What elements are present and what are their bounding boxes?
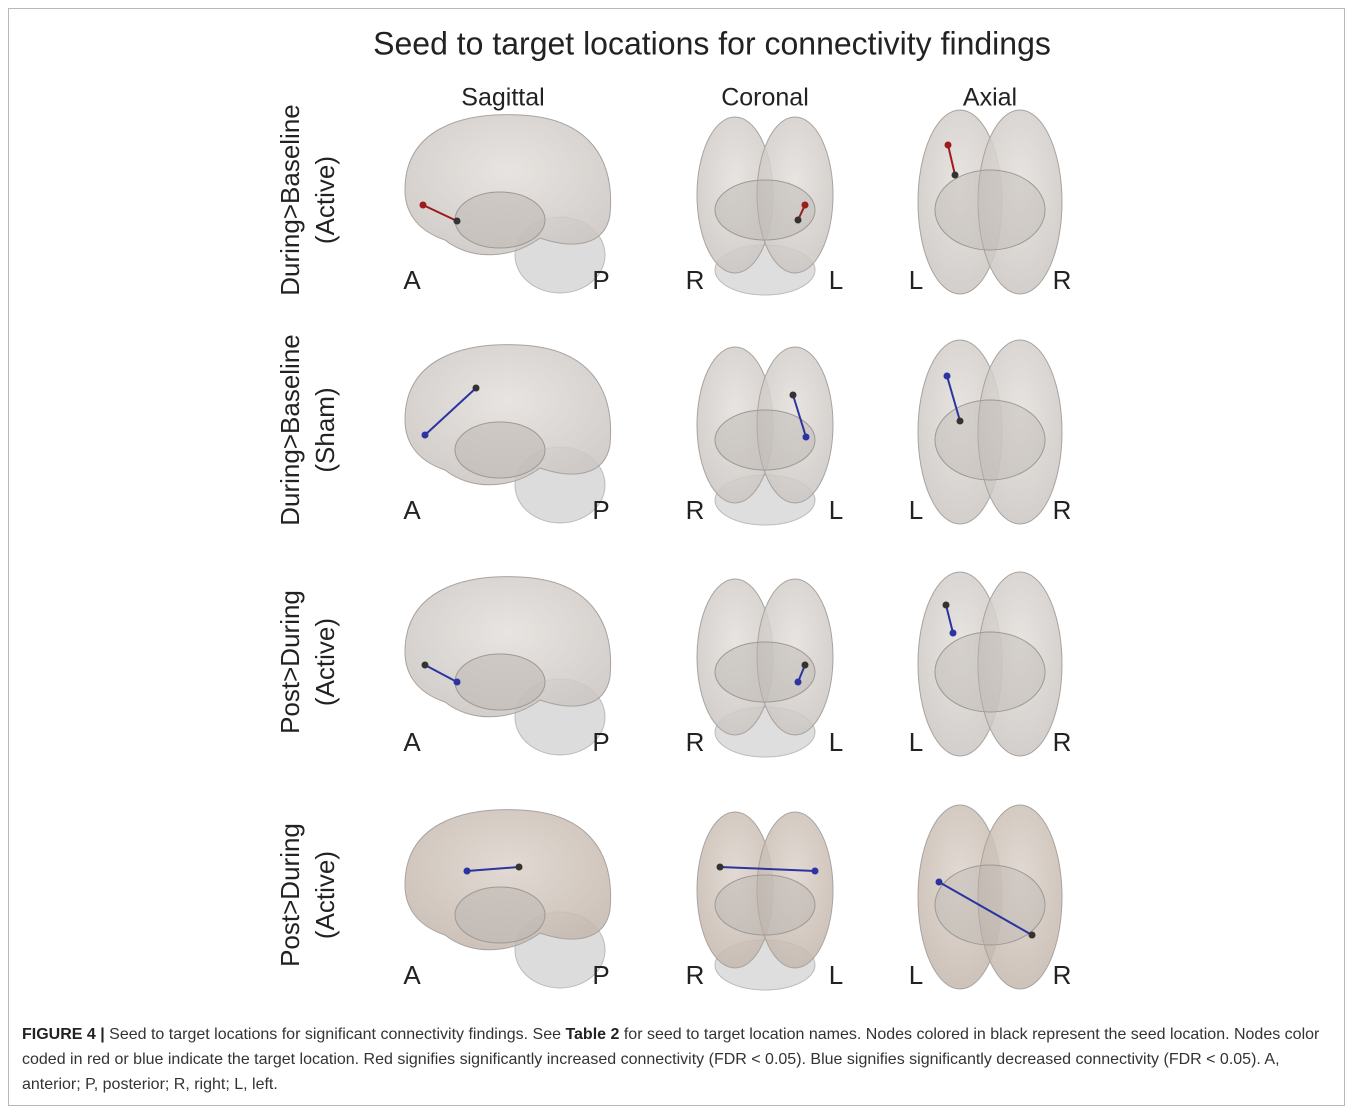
seed-node <box>473 385 480 392</box>
target-node <box>936 879 943 886</box>
inner-structure <box>715 875 815 935</box>
orientation-label: L <box>909 960 923 990</box>
seed-node <box>943 602 950 609</box>
column-heading: Coronal <box>721 84 809 112</box>
orientation-label: R <box>1053 495 1072 525</box>
seed-node <box>454 218 461 225</box>
orientation-label: R <box>686 727 705 757</box>
seed-node <box>790 392 797 399</box>
inner-structure <box>455 422 545 478</box>
orientation-label: L <box>909 265 923 295</box>
inner-structure <box>935 170 1045 250</box>
orientation-label: P <box>592 727 609 757</box>
inner-structure <box>935 632 1045 712</box>
target-node <box>950 630 957 637</box>
column-heading: Axial <box>963 84 1017 112</box>
orientation-label: R <box>1053 265 1072 295</box>
seed-node <box>795 217 802 224</box>
orientation-label: A <box>403 727 421 757</box>
caption-bold: Table 2 <box>565 1026 619 1043</box>
orientation-label: L <box>829 265 843 295</box>
seed-node <box>1029 932 1036 939</box>
target-node <box>795 679 802 686</box>
orientation-label: P <box>592 495 609 525</box>
orientation-label: R <box>1053 727 1072 757</box>
inner-structure <box>935 400 1045 480</box>
inner-structure <box>715 180 815 240</box>
row-label: During>Baseline <box>275 334 305 526</box>
page: Seed to target locations for connectivit… <box>0 0 1355 1114</box>
inner-structure <box>455 887 545 943</box>
figure-title: Seed to target locations for connectivit… <box>373 25 1051 61</box>
seed-node <box>422 662 429 669</box>
orientation-label: L <box>909 495 923 525</box>
target-node <box>945 142 952 149</box>
orientation-label: R <box>686 265 705 295</box>
orientation-label: A <box>403 265 421 295</box>
row-label: Post>During <box>275 823 305 967</box>
orientation-label: L <box>909 727 923 757</box>
target-node <box>422 432 429 439</box>
target-node <box>812 868 819 875</box>
seed-node <box>957 418 964 425</box>
target-node <box>454 679 461 686</box>
orientation-label: L <box>829 495 843 525</box>
caption-label: FIGURE 4 | <box>22 1026 105 1043</box>
row-label: (Active) <box>310 851 340 939</box>
orientation-label: L <box>829 727 843 757</box>
figure: Seed to target locations for connectivit… <box>0 0 1355 1010</box>
inner-structure <box>455 192 545 248</box>
target-node <box>420 202 427 209</box>
row-label: (Sham) <box>310 387 340 472</box>
seed-node <box>717 864 724 871</box>
orientation-label: A <box>403 495 421 525</box>
target-node <box>464 868 471 875</box>
caption-text: Seed to target locations for significant… <box>109 1026 561 1043</box>
orientation-label: R <box>686 960 705 990</box>
target-node <box>802 202 809 209</box>
inner-structure <box>455 654 545 710</box>
seed-node <box>802 662 809 669</box>
orientation-label: A <box>403 960 421 990</box>
row-label: During>Baseline <box>275 104 305 296</box>
orientation-label: R <box>686 495 705 525</box>
row-label: (Active) <box>310 618 340 706</box>
inner-structure <box>715 642 815 702</box>
seed-node <box>516 864 523 871</box>
caption: FIGURE 4 | Seed to target locations for … <box>22 1022 1337 1097</box>
target-node <box>944 373 951 380</box>
row-label: Post>During <box>275 590 305 734</box>
orientation-label: R <box>1053 960 1072 990</box>
orientation-label: P <box>592 265 609 295</box>
orientation-label: L <box>829 960 843 990</box>
column-heading: Sagittal <box>461 84 544 112</box>
target-node <box>803 434 810 441</box>
orientation-label: P <box>592 960 609 990</box>
row-label: (Active) <box>310 156 340 244</box>
seed-node <box>952 172 959 179</box>
